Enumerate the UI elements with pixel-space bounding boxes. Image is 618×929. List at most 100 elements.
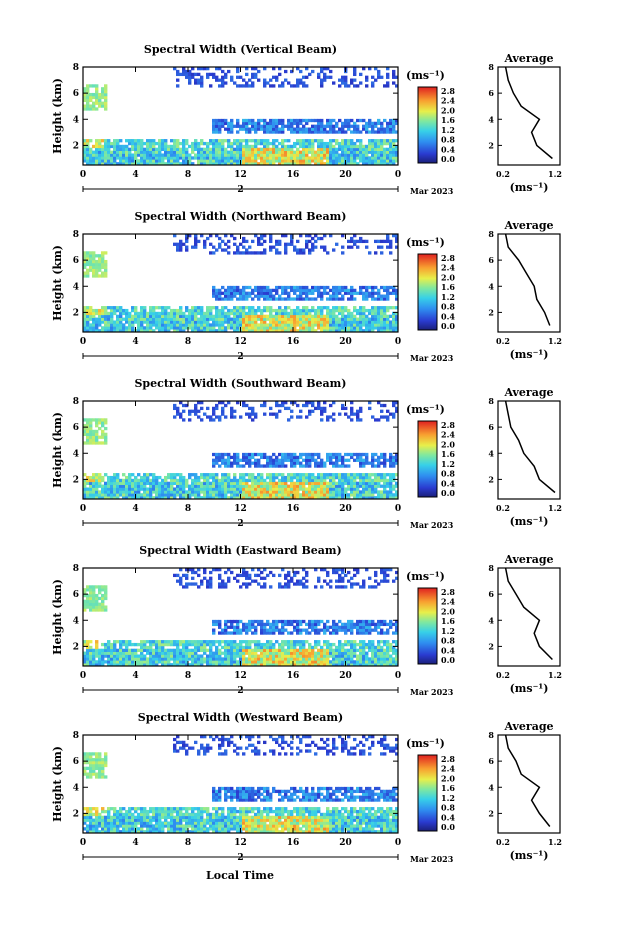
heatmap-cell [200, 84, 204, 88]
heatmap-cell [197, 648, 201, 652]
heatmap-cell [125, 475, 129, 480]
heatmap-cell [254, 156, 258, 160]
heatmap-cell [296, 251, 300, 255]
heatmap-cell [182, 147, 186, 151]
heatmap-cell [311, 323, 315, 327]
heatmap-cell [176, 141, 180, 146]
heatmap-cell [359, 285, 363, 290]
heatmap-cell [290, 242, 294, 246]
heatmap-cell [245, 291, 249, 295]
heatmap-cell [149, 326, 153, 330]
y-tick-label: 8 [73, 63, 79, 73]
heatmap-cell [155, 645, 159, 650]
heatmap-cell [335, 291, 339, 295]
heatmap-cell [272, 162, 276, 166]
heatmap-cell [275, 622, 279, 627]
average-x-tick-label: 1.2 [548, 336, 562, 346]
heatmap-cell [152, 490, 156, 494]
heatmap-cell [149, 490, 153, 494]
heatmap-cell [188, 69, 192, 74]
heatmap-cell [248, 317, 252, 321]
heatmap-cell [86, 602, 90, 606]
heatmap-cell [263, 631, 267, 635]
heatmap-cell [380, 159, 384, 163]
heatmap-cell [338, 475, 342, 480]
average-y-tick-label: 8 [488, 62, 494, 72]
heatmap-cell [260, 642, 264, 647]
heatmap-cell [395, 288, 399, 293]
heatmap-cell [272, 326, 276, 330]
heatmap-cell [281, 481, 285, 485]
heatmap-cell [233, 493, 237, 497]
heatmap-cell [350, 78, 354, 82]
heatmap-cell [119, 144, 123, 149]
heatmap-cell [278, 127, 282, 131]
heatmap-cell [155, 323, 159, 327]
heatmap-cell [359, 311, 363, 316]
heatmap-cell [257, 481, 261, 485]
heatmap-cell [326, 124, 330, 128]
heatmap-cell [185, 308, 189, 313]
heatmap-cell [92, 585, 96, 589]
heatmap-cell [164, 153, 168, 157]
heatmap-cell [266, 159, 270, 163]
heatmap-cell [341, 326, 345, 330]
heatmap-cell [332, 320, 336, 324]
heatmap-cell [239, 150, 243, 154]
heatmap-cell [362, 297, 366, 301]
heatmap-cell [194, 72, 198, 77]
heatmap-cell [200, 475, 204, 480]
heatmap-cell [299, 81, 303, 85]
heatmap-cell [230, 75, 234, 79]
heatmap-cell [344, 75, 348, 79]
heatmap-cell [278, 329, 282, 333]
heatmap-cell [356, 124, 360, 128]
heatmap-cell [311, 248, 315, 252]
heatmap-cell [86, 147, 90, 151]
heatmap-cell [380, 121, 384, 126]
heatmap-cell [329, 153, 333, 157]
heatmap-cell [356, 150, 360, 154]
average-title: Average [503, 219, 553, 232]
heatmap-cell [104, 101, 108, 105]
heatmap-cell [236, 663, 240, 667]
heatmap-cell [212, 127, 216, 131]
heatmap-cell [146, 317, 150, 321]
heatmap-cell [224, 329, 228, 333]
heatmap-cell [236, 153, 240, 157]
heatmap-cell [389, 496, 393, 500]
heatmap-cell [392, 144, 396, 149]
heatmap-cell [395, 323, 399, 327]
heatmap-cell [296, 306, 300, 310]
heatmap-cell [287, 490, 291, 494]
heatmap-cell [173, 320, 177, 324]
heatmap-cell [167, 147, 171, 151]
heatmap-cell [95, 162, 99, 166]
colorbar-tick-label: 0.0 [441, 488, 455, 498]
heatmap-cell [335, 147, 339, 151]
heatmap-cell [134, 657, 138, 661]
heatmap-cell [218, 573, 222, 578]
heatmap-cell [362, 118, 366, 123]
heatmap-cell [233, 490, 237, 494]
heatmap-cell [266, 490, 270, 494]
heatmap-cell [122, 660, 126, 664]
heatmap-cell [323, 314, 327, 318]
heatmap-cell [233, 329, 237, 333]
heatmap-cell [104, 323, 108, 327]
heatmap-cell [143, 141, 147, 146]
heatmap-cell [242, 162, 246, 166]
heatmap-cell [341, 461, 345, 465]
heatmap-cell [221, 239, 225, 244]
heatmap-cell [203, 481, 207, 485]
heatmap-cell [110, 478, 114, 483]
heatmap-cell [221, 323, 225, 327]
heatmap-cell [83, 441, 87, 445]
heatmap-cell [242, 153, 246, 157]
heatmap-cell [161, 481, 165, 485]
heatmap-cell [227, 651, 231, 655]
heatmap-cell [293, 288, 297, 293]
heatmap-cell [197, 585, 201, 589]
heatmap-cell [218, 153, 222, 157]
heatmap-cell [392, 458, 396, 462]
